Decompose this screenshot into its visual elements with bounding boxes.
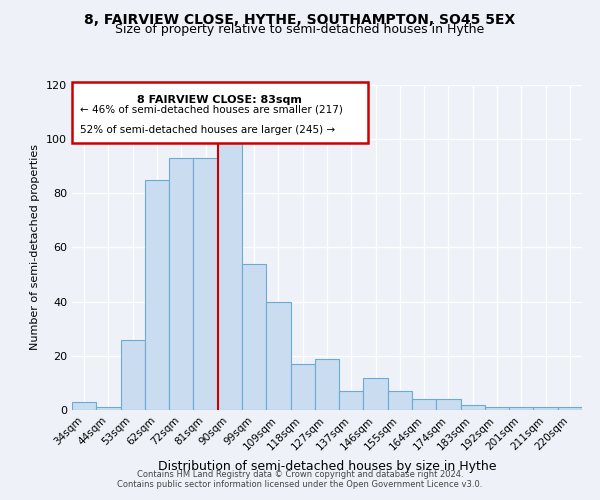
Bar [72, 402, 96, 410]
X-axis label: Distribution of semi-detached houses by size in Hythe: Distribution of semi-detached houses by … [158, 460, 496, 473]
Bar [558, 408, 582, 410]
Bar [509, 408, 533, 410]
Bar [461, 404, 485, 410]
Bar [436, 399, 461, 410]
Bar [485, 408, 509, 410]
Bar [290, 364, 315, 410]
Bar [266, 302, 290, 410]
Bar [364, 378, 388, 410]
Text: 8, FAIRVIEW CLOSE, HYTHE, SOUTHAMPTON, SO45 5EX: 8, FAIRVIEW CLOSE, HYTHE, SOUTHAMPTON, S… [85, 12, 515, 26]
Text: ← 46% of semi-detached houses are smaller (217): ← 46% of semi-detached houses are smalle… [80, 104, 343, 115]
Bar [315, 358, 339, 410]
Bar [218, 139, 242, 410]
Bar [242, 264, 266, 410]
Bar [145, 180, 169, 410]
Bar [193, 158, 218, 410]
Text: Contains HM Land Registry data © Crown copyright and database right 2024.: Contains HM Land Registry data © Crown c… [137, 470, 463, 479]
Bar [388, 391, 412, 410]
Bar [533, 408, 558, 410]
Text: 8 FAIRVIEW CLOSE: 83sqm: 8 FAIRVIEW CLOSE: 83sqm [137, 94, 302, 104]
Bar [121, 340, 145, 410]
Text: 52% of semi-detached houses are larger (245) →: 52% of semi-detached houses are larger (… [80, 125, 335, 135]
Bar [412, 399, 436, 410]
Bar [96, 408, 121, 410]
FancyBboxPatch shape [72, 82, 368, 144]
Text: Contains public sector information licensed under the Open Government Licence v3: Contains public sector information licen… [118, 480, 482, 489]
Bar [169, 158, 193, 410]
Text: Size of property relative to semi-detached houses in Hythe: Size of property relative to semi-detach… [115, 22, 485, 36]
Bar [339, 391, 364, 410]
Y-axis label: Number of semi-detached properties: Number of semi-detached properties [31, 144, 40, 350]
